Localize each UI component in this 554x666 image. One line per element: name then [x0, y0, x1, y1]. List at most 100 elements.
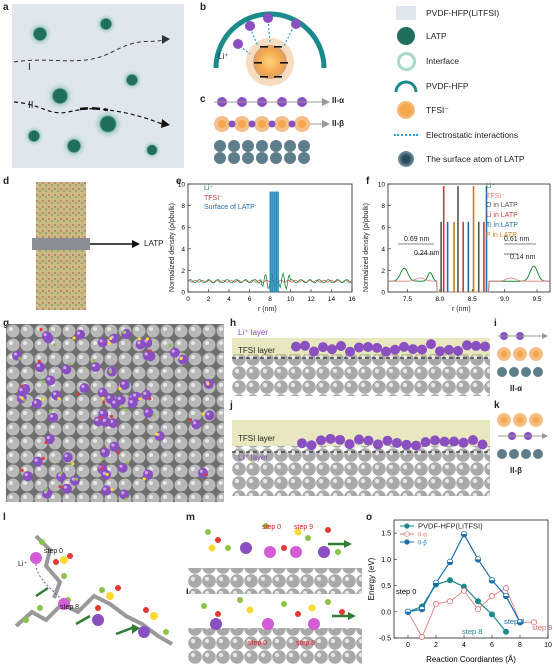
f-ytick-label: 4 — [381, 246, 385, 253]
panel-b-interface-schematic — [213, 11, 327, 86]
o-ytick-label: 1.0 — [381, 557, 391, 564]
o-data-point — [475, 606, 482, 613]
latp-particle — [61, 133, 87, 159]
f-ylabel: Normalized density (ρ/ρbulk) — [362, 203, 370, 292]
panel-label-a: a — [3, 2, 9, 13]
o-xlabel: Reaction Coordiantes (Å) — [426, 655, 516, 664]
o-ytick-label: 0.5 — [381, 583, 391, 590]
li-sphere — [100, 416, 111, 427]
e-legend-li: Li⁺ — [204, 185, 214, 192]
li-sphere — [309, 346, 319, 357]
li-sphere — [31, 398, 42, 409]
o-ylabel: Energy (eV) — [367, 557, 376, 600]
panel-c-layer-schematic — [214, 97, 330, 164]
li-sphere — [291, 341, 301, 352]
e-ytick-label: 6 — [181, 225, 185, 232]
f-legend-ti: Ti in LATP — [486, 222, 518, 229]
li-sphere — [297, 438, 307, 449]
n-step0-label: step 0 — [248, 640, 268, 647]
m-step0-label: step 0 — [262, 524, 282, 531]
h-li-layer-label: Li⁺ layer — [238, 328, 269, 337]
li-sphere — [381, 346, 391, 357]
legend-item-interface: Interface — [392, 51, 459, 71]
row-label-alpha: II-α — [332, 96, 345, 105]
li-sphere — [300, 340, 310, 351]
li-sphere — [97, 387, 108, 398]
panel-k-schematic — [497, 413, 548, 459]
li-sphere — [121, 328, 132, 339]
li-ion-step0 — [30, 552, 42, 564]
li-sphere — [17, 386, 28, 397]
e-ytick-label: 0 — [181, 290, 185, 297]
li-sphere — [480, 341, 490, 352]
f-annot-024: 0.24 nm — [414, 250, 440, 257]
li-sphere — [449, 436, 459, 447]
li-sphere — [119, 489, 130, 500]
o-plot-frame — [393, 519, 549, 639]
f-legend-li-latp: Li in LATP — [486, 212, 518, 219]
li-sphere — [399, 341, 409, 352]
o-data-point — [502, 585, 509, 592]
e-ytick-label: 2 — [181, 268, 185, 275]
e-xtick-label: 10 — [287, 296, 295, 303]
o-annot-step0: step 0 — [396, 587, 416, 596]
panel-o-energy-chart: -0.5 0.0 0.5 1.0 1.5 0 2 4 6 8 10 PVDF-HFP(LiTFSI… — [367, 519, 552, 664]
o-legend-label: II-α — [418, 533, 427, 539]
e-xlabel: r (nm) — [258, 306, 277, 313]
li-sphere — [69, 475, 80, 486]
li-sphere — [143, 407, 154, 418]
li-sphere — [48, 412, 59, 423]
o-annot-step9: step 9 — [532, 623, 552, 632]
li-sphere — [462, 340, 472, 351]
panel-label-c: c — [200, 94, 206, 105]
li-ion-step8 — [58, 598, 70, 610]
latp-particle — [92, 108, 124, 140]
li-sphere — [458, 437, 469, 448]
legend-item-pvdf-litfsi: PVDF-HFP(LiTFSI) — [392, 3, 499, 23]
f-xtick-label: 8.5 — [468, 296, 477, 303]
f-annot-069: 0.69 nm — [404, 236, 430, 243]
panel-d-md-box — [32, 182, 140, 310]
li-plus-label: Li⁺ — [218, 52, 229, 61]
e-xtick-label: 0 — [186, 296, 190, 303]
o-xtick-label: 8 — [518, 642, 522, 649]
li-sphere — [327, 344, 337, 355]
tfsi-row — [214, 116, 330, 132]
o-legend-label: PVDF-HFP(LiTFSI) — [418, 522, 483, 531]
panel-label-f: f — [366, 176, 370, 187]
o-xtick-label: 4 — [462, 642, 466, 649]
o-data-point — [461, 587, 468, 594]
o-ytick-label: 1.5 — [381, 531, 391, 538]
o-series-line — [407, 587, 534, 638]
o-data-point — [489, 611, 495, 618]
panel-n-interface-hop — [188, 597, 362, 664]
li-sphere — [22, 471, 33, 482]
panel-l-polymer-chain — [14, 534, 173, 646]
li-sphere — [373, 439, 383, 450]
f-xtick-label: 7.5 — [403, 296, 412, 303]
o-legend-label: II-β — [418, 541, 427, 547]
li-sphere — [382, 435, 393, 446]
li-sphere — [477, 439, 488, 450]
li-sphere — [169, 347, 180, 358]
li-sphere — [75, 329, 86, 340]
li-sphere — [97, 337, 108, 348]
path-label-I: I — [28, 62, 31, 73]
li-sphere — [417, 344, 427, 355]
latp-particle — [142, 140, 162, 160]
o-xtick-label: 6 — [490, 642, 494, 649]
f-legend-p: P in LATP — [486, 232, 517, 239]
f-xtick-label: 9.5 — [533, 296, 542, 303]
panel-label-i: i — [494, 318, 497, 329]
li-sphere — [79, 383, 90, 394]
li-sphere — [306, 440, 317, 451]
li-sphere — [420, 437, 431, 448]
li-sphere — [408, 344, 418, 355]
f-ytick-label: 6 — [381, 225, 385, 232]
o-data-point — [447, 577, 453, 584]
panel-label-g: g — [3, 318, 10, 329]
n-step8-label: step 8 — [296, 640, 316, 647]
f-xtick-label: 8.0 — [435, 296, 444, 303]
li-sphere — [336, 341, 346, 352]
latp-particle — [45, 81, 75, 111]
